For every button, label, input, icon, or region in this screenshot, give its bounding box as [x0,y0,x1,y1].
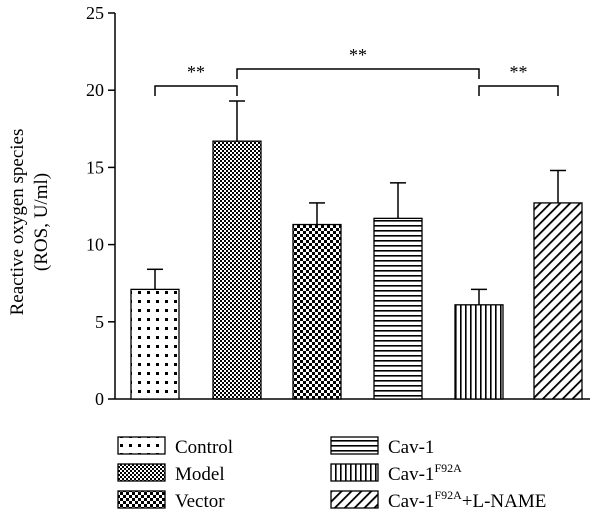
error-bar [390,182,406,219]
legend-swatch [117,463,166,482]
legend-superscript: F92A [434,461,462,475]
legend-label: Vector [175,491,225,512]
legend-item: Cav-1F92A [330,461,462,485]
y-tick-label: 15 [86,157,104,177]
bar-cav-1f92a-l-name [533,202,583,400]
legend-label: Cav-1F92A [388,461,462,485]
error-bar [309,202,325,225]
significance-line [478,85,559,96]
bar-cav-1 [373,217,423,400]
legend-item: Model [117,463,225,485]
y-axis-title: Reactive oxygen species (ROS, U/ml) [7,129,52,316]
legend-text: Cav-1 [388,491,434,512]
error-bars [147,100,566,305]
legend-label: Cav-1F92A+L-NAME [388,488,546,512]
legend: ControlModelVectorCav-1Cav-1F92ACav-1F92… [117,436,546,512]
legend-superscript: F92A [434,488,462,502]
bar-control [130,288,180,400]
legend-label: Cav-1 [388,437,434,458]
significance-label: ** [187,62,205,82]
legend-label: Control [175,437,233,458]
error-bar [471,288,487,305]
bars [130,140,583,400]
significance-line [154,85,238,96]
bar-model [212,140,262,400]
legend-text: Model [175,464,225,485]
legend-item: Control [117,436,233,458]
legend-text: Cav-1 [388,437,434,458]
error-bar [147,268,163,290]
legend-swatch [117,436,166,455]
legend-suffix: +L-NAME [462,491,547,512]
legend-swatch [330,463,379,482]
legend-swatch [330,436,379,455]
bar-vector [292,223,342,400]
significance-label: ** [349,45,367,65]
error-bar [550,169,566,203]
y-axis-title-line2: (ROS, U/ml) [31,173,52,271]
significance-bracket: ** [236,45,480,79]
y-tick-label: 0 [95,389,104,409]
significance-line [236,68,480,79]
y-axis: 0 5 10 15 20 25 [86,3,116,409]
legend-swatch [330,490,379,509]
legend-item: Cav-1 [330,436,434,458]
legend-item: Cav-1F92A+L-NAME [330,488,546,512]
legend-label: Model [175,464,225,485]
bar-cav-1f92a [454,304,504,400]
significance-bracket: ** [478,62,559,96]
significance-label: ** [510,62,528,82]
legend-item: Vector [117,490,225,512]
y-axis-title-line1: Reactive oxygen species [7,129,28,316]
y-tick-label: 25 [86,3,104,23]
legend-text: Control [175,437,233,458]
error-bar [229,100,245,142]
significance-bracket: ** [154,62,238,96]
legend-swatch [117,490,166,509]
significance-brackets: ** ** ** [154,45,559,96]
y-tick-label: 20 [86,80,104,100]
y-tick-label: 10 [86,235,104,255]
legend-text: Cav-1 [388,464,434,485]
legend-text: Vector [175,491,225,512]
y-tick-label: 5 [95,312,104,332]
